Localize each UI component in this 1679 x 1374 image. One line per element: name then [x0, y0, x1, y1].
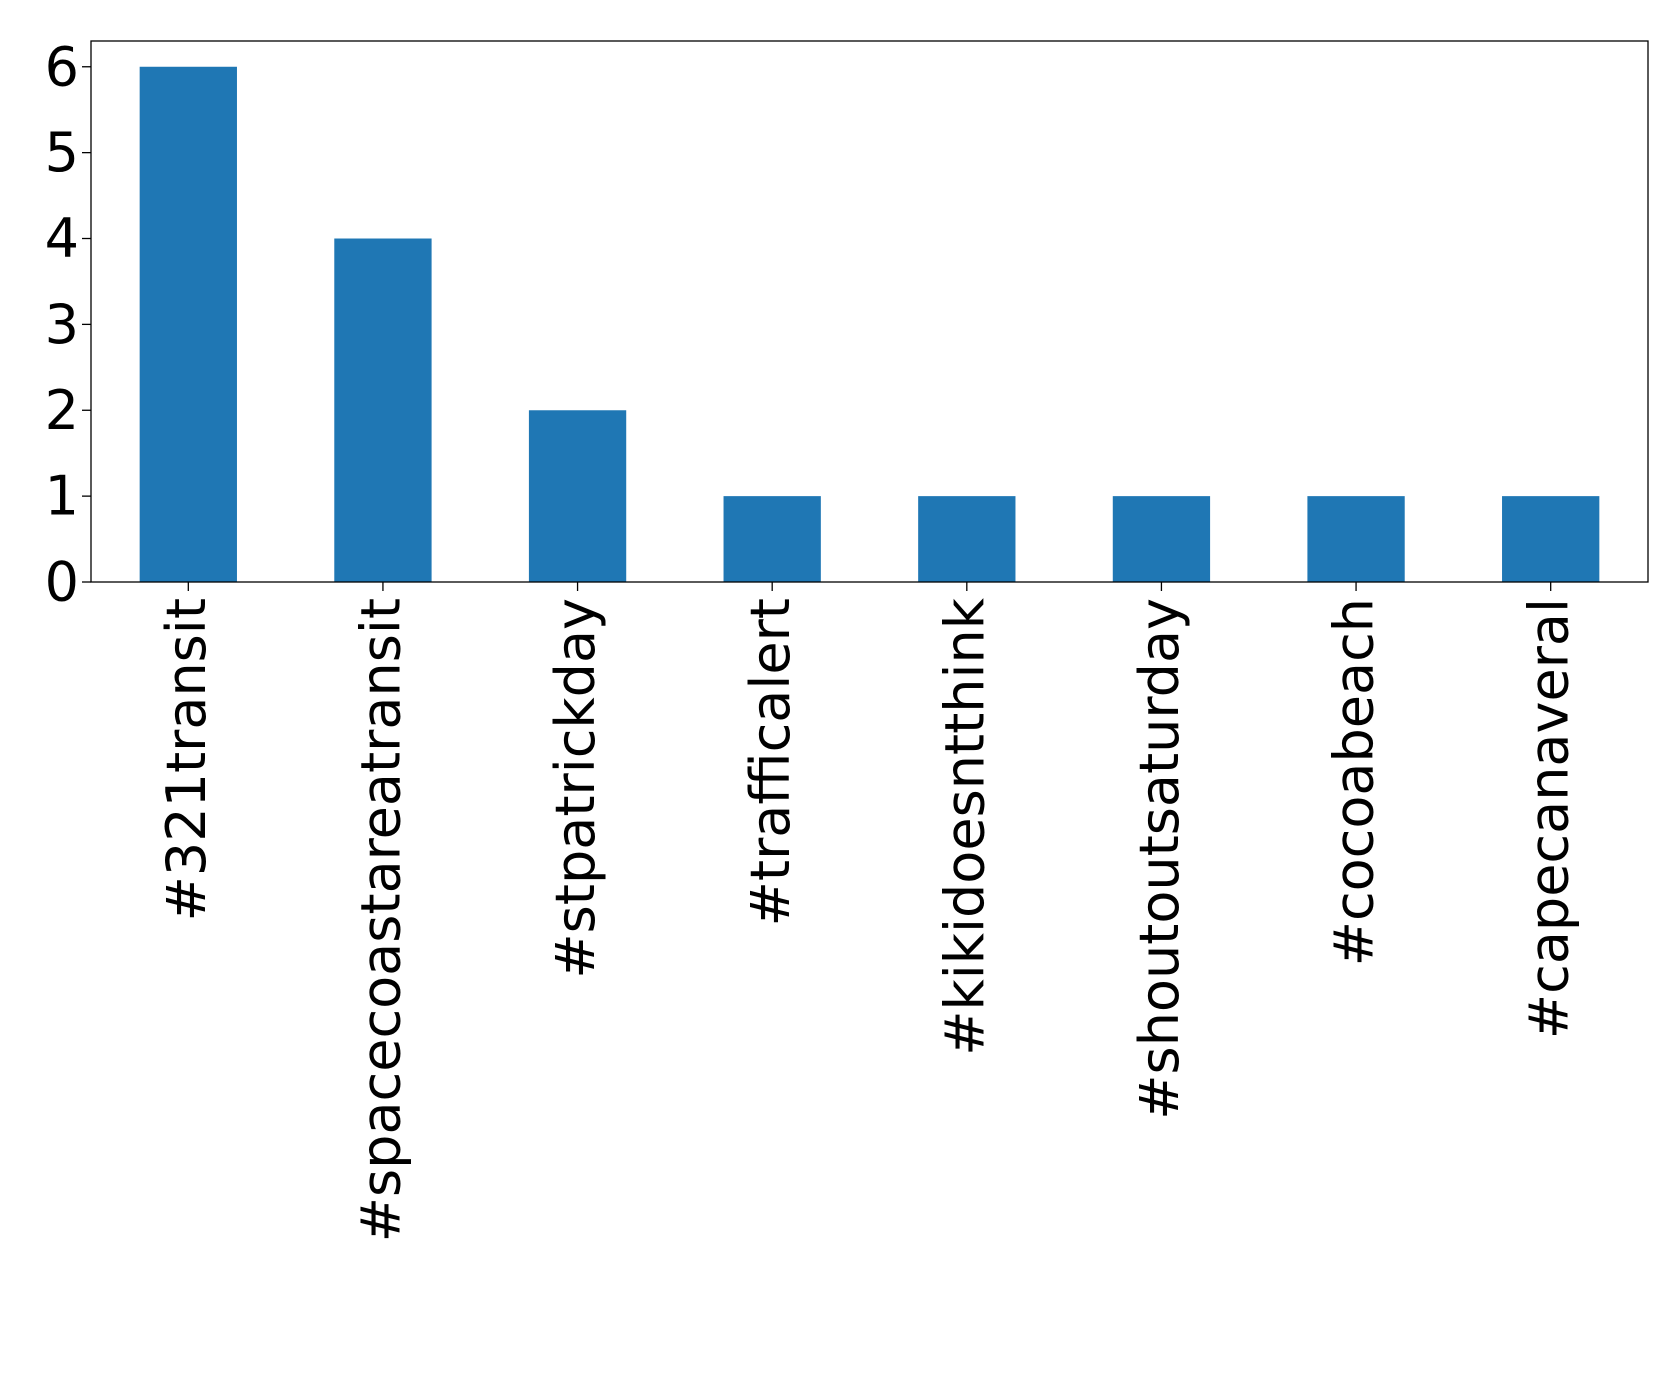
y-tick-label: 4 [45, 207, 79, 270]
bars-group [139, 66, 1600, 582]
x-tick-label: #321transit [155, 598, 218, 921]
x-tick-label: #stpatrickday [544, 598, 607, 979]
bar-stpatrickday [528, 410, 627, 582]
x-tick-label: #shoutoutsaturday [1128, 598, 1191, 1120]
bar-trafficalert [723, 496, 821, 582]
bar-cocoabeach [1307, 496, 1405, 582]
bar-321transit [139, 66, 237, 582]
x-tick-label: #kikidoesntthink [933, 597, 996, 1055]
plot-area-frame [90, 40, 1649, 583]
x-tick-label: #cocoabeach [1323, 598, 1386, 966]
bar-capecanaveral [1502, 496, 1600, 582]
x-tick-label: #spacecoastareatransit [350, 598, 413, 1242]
y-tick-label: 1 [45, 465, 79, 528]
y-axis: 0 1 2 3 4 5 6 [45, 35, 91, 614]
bar-spacecoastareatransit [334, 238, 432, 582]
bar-kikidoesntthink [918, 496, 1016, 582]
bar-shoutoutsaturday [1112, 496, 1211, 582]
y-tick-label: 0 [45, 551, 79, 614]
x-tick-label: #trafficalert [739, 598, 802, 926]
x-axis: #321transit #spacecoastareatransit #stpatr… [155, 582, 1580, 1242]
x-tick-label: #capecanaveral [1517, 598, 1580, 1039]
y-tick-label: 2 [45, 379, 79, 442]
y-tick-label: 5 [45, 121, 79, 184]
y-tick-label: 3 [45, 293, 79, 356]
y-tick-label: 6 [45, 35, 79, 98]
